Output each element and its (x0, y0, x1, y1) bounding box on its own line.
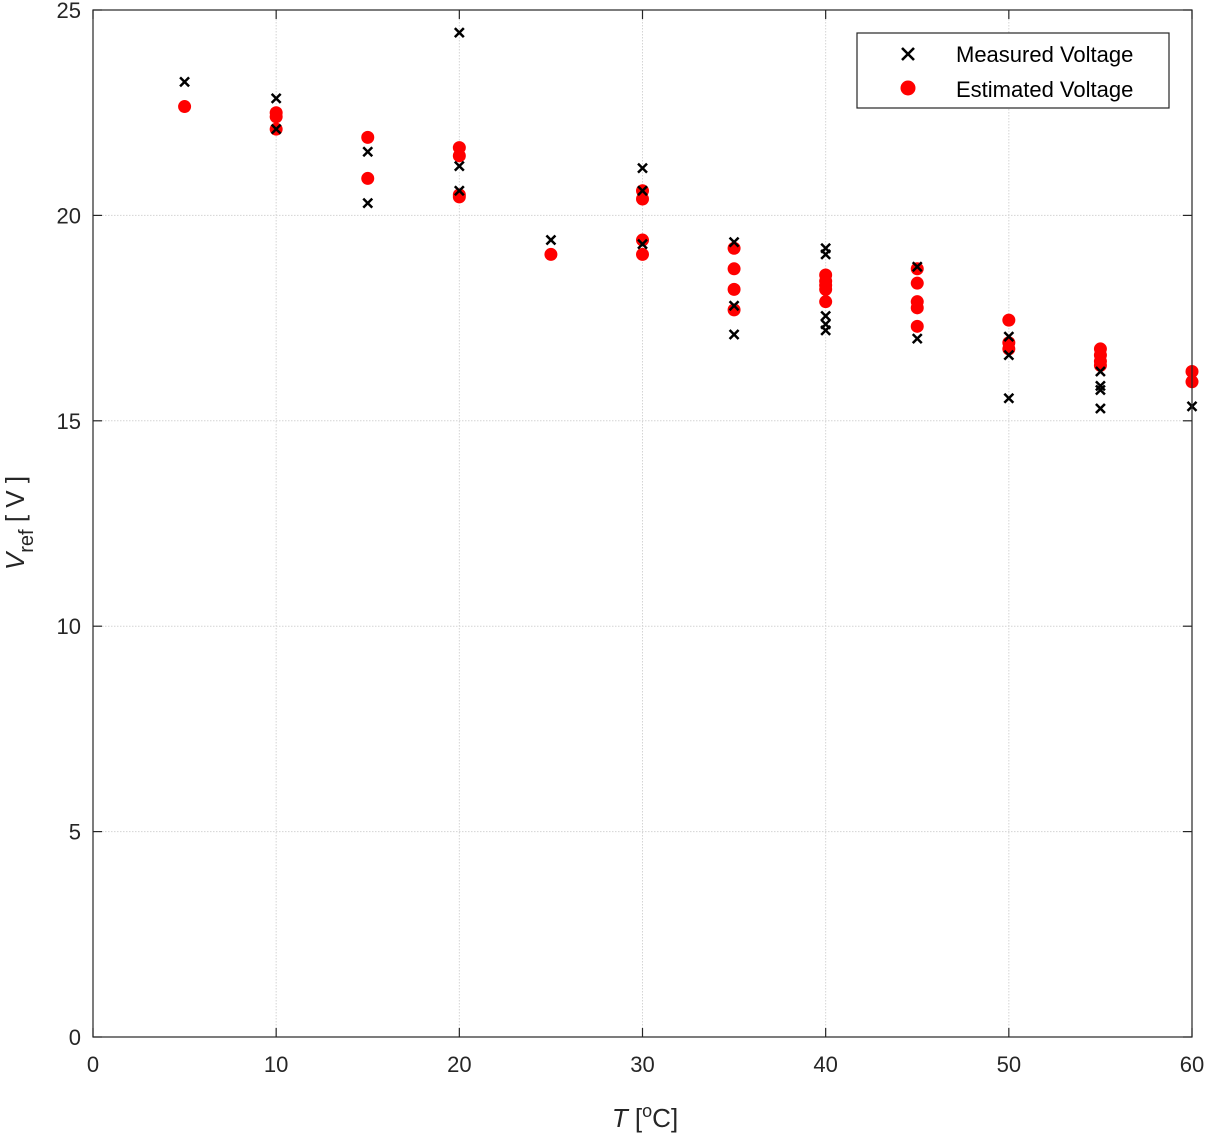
estimated-voltage-point (910, 301, 924, 315)
measured-voltage-point (270, 123, 282, 135)
estimated-voltage-point (910, 319, 924, 333)
measured-voltage-point (453, 160, 465, 172)
measured-voltage-point (270, 92, 282, 104)
x-axis-unit-rest: C] (652, 1103, 678, 1133)
y-tick-label: 20 (57, 203, 81, 228)
y-axis-variable: V (0, 550, 30, 570)
y-tick-label: 15 (57, 409, 81, 434)
measured-voltage-point (362, 197, 374, 209)
measured-voltage-point (1003, 349, 1015, 361)
y-axis-subscript: ref (16, 529, 38, 553)
estimated-voltage-point (910, 276, 924, 290)
estimated-voltage-point (727, 262, 741, 276)
estimated-voltage-point (636, 247, 649, 261)
y-axis-label: Vref [ V ] (0, 476, 38, 570)
estimated-voltage-point (727, 303, 741, 317)
estimated-voltage-point (269, 110, 283, 124)
estimated-voltage-point (178, 100, 192, 114)
data-markers (178, 27, 1199, 414)
measured-voltage-point (637, 162, 648, 174)
x-tick-label: 0 (87, 1052, 99, 1077)
measured-voltage-point (453, 27, 465, 38)
estimated-voltage-point (361, 130, 375, 144)
x-tick-label: 10 (264, 1052, 288, 1077)
measured-voltage-point (1095, 403, 1106, 414)
measured-voltage-point (911, 261, 923, 273)
x-tick-label: 50 (997, 1052, 1021, 1077)
estimated-voltage-point (819, 295, 833, 309)
measured-voltage-point (453, 185, 465, 197)
estimated-voltage-point (452, 149, 466, 163)
measured-voltage-point (637, 238, 648, 250)
estimated-voltage-point (1002, 313, 1016, 327)
measured-voltage-point (820, 249, 832, 260)
measured-voltage-point (362, 146, 374, 158)
estimated-voltage-point (910, 262, 924, 276)
estimated-voltage-point (636, 233, 649, 247)
measured-voltage-point (820, 310, 832, 322)
x-tick-label: 60 (1180, 1052, 1204, 1077)
measured-voltage-point (1095, 380, 1106, 392)
measured-voltage-point (728, 300, 740, 312)
x-tick-label: 20 (447, 1052, 471, 1077)
measured-voltage-point (637, 185, 648, 197)
measured-voltage-point (1003, 331, 1015, 342)
x-axis-unit-sup: o (642, 1101, 652, 1121)
x-axis-variable: T (612, 1103, 630, 1133)
estimated-voltage-point (819, 282, 833, 296)
estimated-voltage-point (727, 282, 741, 296)
estimated-voltage-point (361, 171, 375, 185)
y-tick-label: 0 (69, 1025, 81, 1050)
measured-voltage-point (728, 236, 740, 248)
grid-lines (92, 9, 1193, 1038)
y-tick-label: 25 (57, 0, 81, 23)
legend-marker-measured (901, 47, 915, 61)
measured-voltage-point (1095, 366, 1106, 377)
legend-label-estimated: Estimated Voltage (956, 77, 1133, 102)
estimated-voltage-point (544, 247, 558, 261)
x-axis-label: T [oC] (612, 1101, 678, 1133)
legend-label-measured: Measured Voltage (956, 42, 1133, 67)
legend: Measured Voltage Estimated Voltage (856, 32, 1170, 109)
tick-labels: 0 10 20 30 40 50 60 0 5 10 15 20 25 (57, 0, 1205, 1077)
measured-voltage-point (545, 234, 557, 246)
measured-voltage-point (179, 76, 190, 88)
measured-voltage-point (911, 333, 923, 345)
measured-voltage-point (820, 325, 832, 336)
measured-voltage-point (1003, 392, 1015, 404)
x-tick-label: 30 (630, 1052, 654, 1077)
legend-box (856, 32, 1170, 109)
measured-voltage-point (728, 329, 740, 340)
x-axis-unit-open: [ (628, 1103, 643, 1133)
y-tick-label: 5 (69, 820, 81, 845)
y-axis-unit: [ V ] (0, 476, 30, 529)
x-tick-label: 40 (813, 1052, 837, 1077)
measured-voltage-point (1095, 384, 1106, 396)
y-tick-label: 10 (57, 614, 81, 639)
legend-marker-estimated (900, 80, 916, 96)
